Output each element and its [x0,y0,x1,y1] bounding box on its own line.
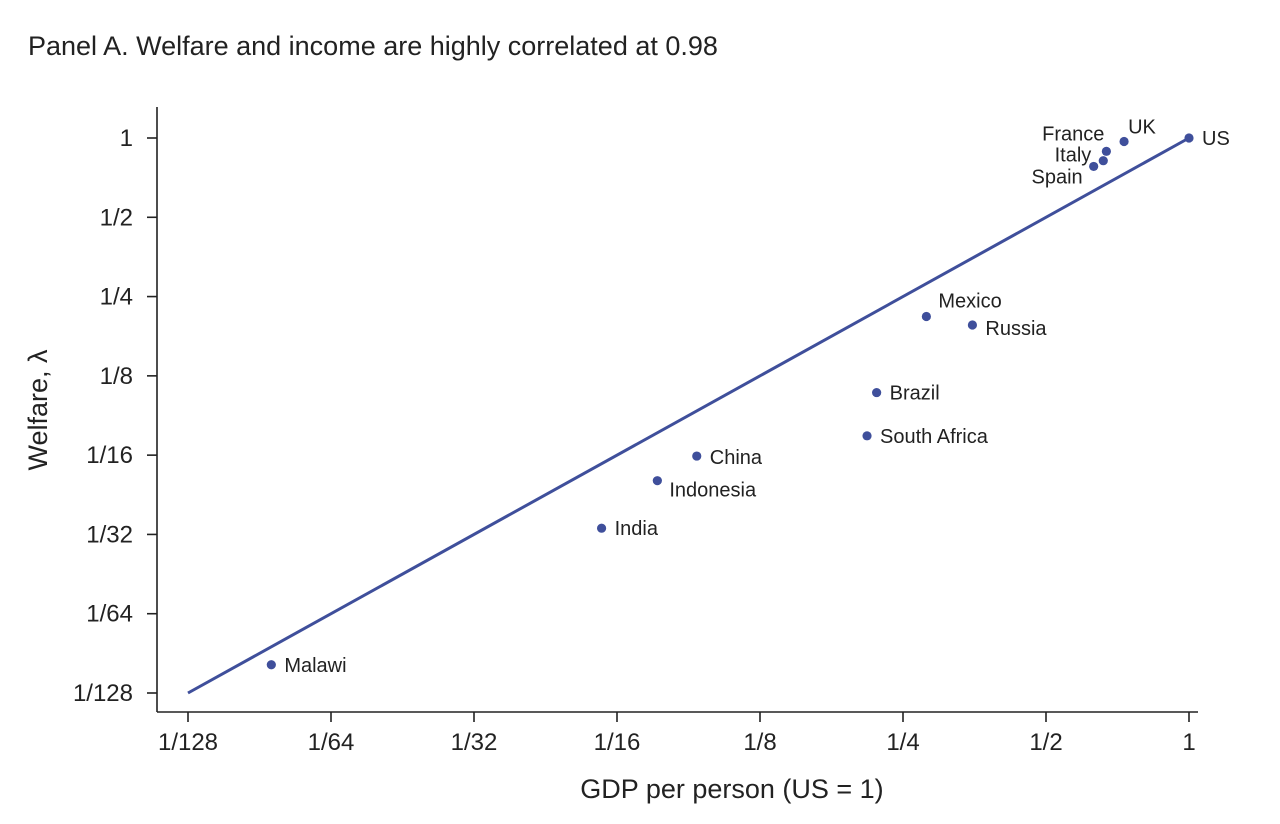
y-tick-label: 1/4 [100,284,133,311]
point-brazil [872,387,882,398]
point-south-africa [862,431,872,441]
x-tick-label: 1/4 [886,729,919,756]
point-label-uk: UK [1128,116,1156,138]
x-tick-label: 1/8 [743,729,776,756]
y-tick-label: 1 [120,125,133,152]
point-label-indonesia: Indonesia [669,480,757,502]
x-tick-label: 1/16 [594,729,641,756]
point-label-france: France [1042,123,1104,145]
y-axis-title: Welfare, λ [23,349,53,471]
point-label-china: China [710,447,763,469]
point-mexico [921,311,931,322]
y-tick-label: 1/128 [73,680,133,707]
point-indonesia [652,476,662,486]
point-label-mexico: Mexico [938,291,1001,313]
x-tick-label: 1/2 [1029,729,1062,756]
y-tick-label: 1/8 [100,363,133,390]
y-tick-label: 1/32 [86,521,133,548]
point-russia [967,320,978,330]
axes [156,107,1198,713]
point-label-us: US [1202,128,1230,150]
x-tick-label: 1/64 [308,729,355,756]
x-tick-label: 1 [1182,729,1195,756]
point-label-india: India [615,518,659,540]
point-france [1101,146,1111,156]
y-ticks: 1/128 1/64 1/32 1/16 1/8 1/4 1/2 1 [73,125,157,707]
point-label-spain: Spain [1032,166,1083,188]
point-label-south-africa: South Africa [880,426,989,448]
point-spain [1089,161,1099,172]
y-tick-label: 1/16 [86,442,133,469]
x-tick-label: 1/128 [158,729,218,756]
point-china [692,451,702,461]
x-tick-label: 1/32 [451,729,498,756]
point-malawi [266,660,276,670]
point-us [1184,133,1194,143]
fit-line [187,136,1190,695]
y-tick-label: 1/64 [86,601,133,628]
point-label-russia: Russia [985,318,1047,340]
chart-title: Panel A. Welfare and income are highly c… [28,31,718,61]
y-tick-label: 1/2 [100,204,133,231]
point-uk [1119,136,1129,147]
point-italy [1098,156,1108,166]
point-label-brazil: Brazil [890,383,940,405]
x-ticks: 1/128 1/64 1/32 1/16 1/8 1/4 1/2 1 [158,712,1196,756]
point-label-italy: Italy [1055,145,1092,167]
point-india [596,523,607,533]
x-axis-title: GDP per person (US = 1) [580,774,883,804]
point-label-malawi: Malawi [284,655,346,677]
